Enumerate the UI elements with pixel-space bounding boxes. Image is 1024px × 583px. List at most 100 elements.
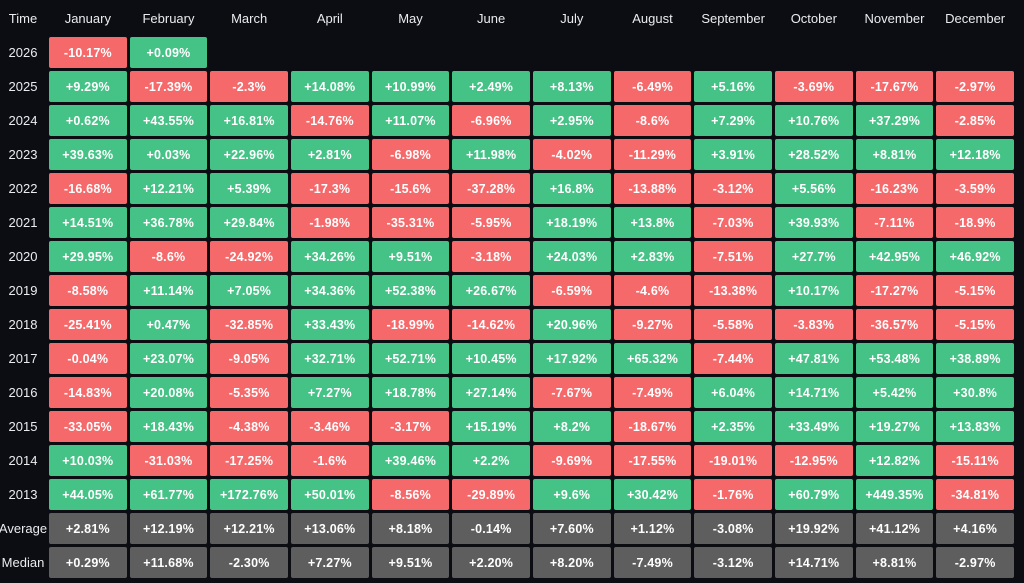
cell-2026-january: -10.17% bbox=[49, 37, 127, 68]
cell-2013-december: -34.81% bbox=[936, 479, 1014, 510]
cell-2026-november-empty bbox=[856, 37, 934, 68]
column-header-march: March bbox=[231, 10, 268, 26]
cell-2018-november: -36.57% bbox=[855, 309, 934, 340]
cell-2020-february: -8.6% bbox=[129, 241, 208, 272]
cell-2013-june: -29.89% bbox=[452, 479, 530, 510]
cell-2026-april-empty bbox=[291, 37, 369, 68]
column-header-december: December bbox=[945, 10, 1006, 26]
cell-2020-march: -24.92% bbox=[210, 241, 288, 272]
cell-2025-june: +2.49% bbox=[452, 71, 530, 102]
cell-2024-march: +16.81% bbox=[210, 105, 288, 136]
cell-2013-november: +449.35% bbox=[855, 479, 934, 510]
cell-2023-november: +8.81% bbox=[855, 139, 934, 170]
cell-2021-april: -1.98% bbox=[290, 207, 369, 238]
cell-2024-october: +10.76% bbox=[774, 105, 853, 136]
cell-2019-august: -4.6% bbox=[613, 275, 692, 306]
row-label-2014: 2014 bbox=[8, 453, 38, 468]
cell-2013-march: +172.76% bbox=[210, 479, 288, 510]
cell-2025-september: +5.16% bbox=[694, 71, 772, 102]
cell-2015-april: -3.46% bbox=[290, 411, 369, 442]
cell-2019-april: +34.36% bbox=[290, 275, 369, 306]
cell-2024-may: +11.07% bbox=[371, 105, 450, 136]
cell-median-march: -2.30% bbox=[210, 547, 288, 578]
cell-2021-october: +39.93% bbox=[774, 207, 853, 238]
cell-2020-april: +34.26% bbox=[290, 241, 369, 272]
cell-2017-july: +17.92% bbox=[532, 343, 611, 374]
cell-2014-october: -12.95% bbox=[774, 445, 853, 476]
cell-2026-march-empty bbox=[210, 37, 288, 68]
cell-median-october: +14.71% bbox=[774, 547, 853, 578]
cell-2014-june: +2.2% bbox=[452, 445, 530, 476]
cell-2024-february: +43.55% bbox=[129, 105, 208, 136]
cell-2014-february: -31.03% bbox=[129, 445, 208, 476]
cell-2015-june: +15.19% bbox=[452, 411, 530, 442]
cell-2018-february: +0.47% bbox=[129, 309, 208, 340]
cell-2021-july: +18.19% bbox=[532, 207, 611, 238]
cell-2019-march: +7.05% bbox=[210, 275, 288, 306]
cell-2021-march: +29.84% bbox=[210, 207, 288, 238]
cell-median-september: -3.12% bbox=[694, 547, 772, 578]
cell-2014-january: +10.03% bbox=[49, 445, 127, 476]
cell-2014-july: -9.69% bbox=[532, 445, 611, 476]
cell-median-august: -7.49% bbox=[613, 547, 692, 578]
row-label-2022: 2022 bbox=[8, 181, 38, 196]
cell-2021-august: +13.8% bbox=[613, 207, 692, 238]
cell-2014-april: -1.6% bbox=[290, 445, 369, 476]
cell-2019-december: -5.15% bbox=[936, 275, 1014, 306]
cell-2017-august: +65.32% bbox=[613, 343, 692, 374]
cell-2016-january: -14.83% bbox=[49, 377, 127, 408]
cell-average-october: +19.92% bbox=[774, 513, 853, 544]
cell-2019-february: +11.14% bbox=[129, 275, 208, 306]
cell-2015-october: +33.49% bbox=[774, 411, 853, 442]
cell-2021-february: +36.78% bbox=[129, 207, 208, 238]
cell-median-january: +0.29% bbox=[49, 547, 127, 578]
cell-2014-march: -17.25% bbox=[210, 445, 288, 476]
cell-average-january: +2.81% bbox=[49, 513, 127, 544]
row-label-2024: 2024 bbox=[8, 113, 38, 128]
cell-2024-september: +7.29% bbox=[694, 105, 772, 136]
cell-2018-december: -5.15% bbox=[936, 309, 1014, 340]
cell-2022-november: -16.23% bbox=[855, 173, 934, 204]
cell-2018-august: -9.27% bbox=[613, 309, 692, 340]
cell-2014-september: -19.01% bbox=[694, 445, 772, 476]
cell-2021-may: -35.31% bbox=[371, 207, 450, 238]
cell-average-september: -3.08% bbox=[694, 513, 772, 544]
cell-2025-august: -6.49% bbox=[613, 71, 692, 102]
cell-2018-october: -3.83% bbox=[774, 309, 853, 340]
cell-2017-june: +10.45% bbox=[452, 343, 530, 374]
cell-2015-november: +19.27% bbox=[855, 411, 934, 442]
cell-2018-march: -32.85% bbox=[210, 309, 288, 340]
cell-2026-july-empty bbox=[533, 37, 611, 68]
cell-2021-november: -7.11% bbox=[855, 207, 934, 238]
cell-2026-june-empty bbox=[452, 37, 530, 68]
cell-2019-may: +52.38% bbox=[371, 275, 450, 306]
cell-2014-august: -17.55% bbox=[613, 445, 692, 476]
row-label-2017: 2017 bbox=[8, 351, 38, 366]
cell-2023-march: +22.96% bbox=[210, 139, 288, 170]
cell-2015-march: -4.38% bbox=[210, 411, 288, 442]
cell-2023-may: -6.98% bbox=[371, 139, 450, 170]
cell-2017-october: +47.81% bbox=[774, 343, 853, 374]
cell-2019-june: +26.67% bbox=[452, 275, 530, 306]
column-header-august: August bbox=[632, 10, 673, 26]
cell-2019-november: -17.27% bbox=[855, 275, 934, 306]
cell-2015-july: +8.2% bbox=[532, 411, 611, 442]
cell-2014-december: -15.11% bbox=[936, 445, 1014, 476]
row-label-2013: 2013 bbox=[8, 487, 38, 502]
cell-2018-april: +33.43% bbox=[290, 309, 369, 340]
cell-2026-august-empty bbox=[614, 37, 692, 68]
cell-2023-june: +11.98% bbox=[452, 139, 530, 170]
cell-2015-september: +2.35% bbox=[694, 411, 772, 442]
cell-2021-january: +14.51% bbox=[49, 207, 127, 238]
cell-2024-june: -6.96% bbox=[452, 105, 530, 136]
cell-2017-march: -9.05% bbox=[210, 343, 288, 374]
cell-2025-november: -17.67% bbox=[855, 71, 934, 102]
cell-2022-august: -13.88% bbox=[613, 173, 692, 204]
cell-2014-november: +12.82% bbox=[855, 445, 934, 476]
cell-median-june: +2.20% bbox=[452, 547, 530, 578]
cell-2019-july: -6.59% bbox=[532, 275, 611, 306]
cell-average-june: -0.14% bbox=[452, 513, 530, 544]
column-header-february: February bbox=[142, 10, 195, 26]
cell-2016-july: -7.67% bbox=[532, 377, 611, 408]
